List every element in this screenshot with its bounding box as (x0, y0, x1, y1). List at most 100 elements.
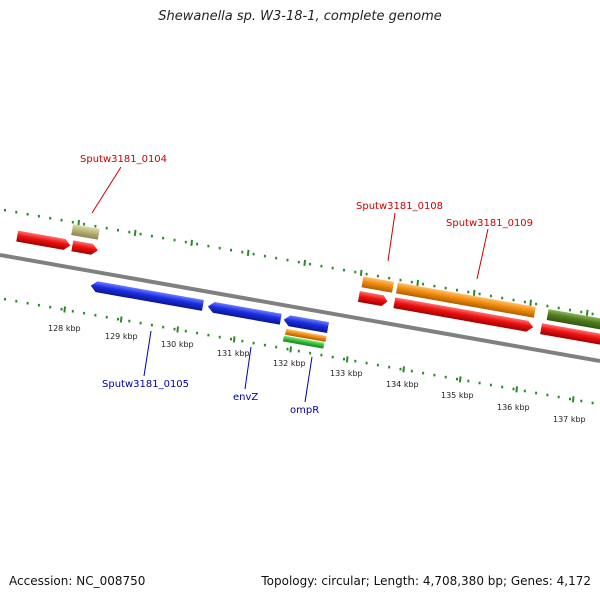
tick-label: 136 kbp (497, 403, 530, 412)
track-dot (26, 301, 29, 305)
track-dot (444, 375, 447, 379)
track-dot (286, 258, 289, 262)
track-dot (252, 252, 255, 256)
track-dot (422, 282, 425, 286)
label-ompr[interactable]: ompR (290, 405, 319, 416)
gene-sputw3181-0108-orange[interactable] (361, 276, 394, 293)
gene-labels: Sputw3181_0104 Sputw3181_0105 envZ ompR … (80, 154, 533, 416)
gene-forward-red-1[interactable] (16, 230, 71, 251)
track-dot (15, 210, 18, 214)
track-dot (331, 355, 334, 359)
track-dot (275, 256, 278, 260)
gene-forward-red-5[interactable] (540, 323, 600, 347)
gene-ompr-orange[interactable] (285, 328, 327, 342)
track-dot (512, 387, 515, 391)
track-dot (523, 389, 526, 393)
accession-text: Accession: NC_008750 (9, 574, 146, 588)
gene-forward-red-4[interactable] (393, 297, 534, 332)
track-major-tick (63, 306, 66, 313)
leader-line-sputw3181-0108 (387, 212, 396, 262)
track-dot (535, 302, 538, 306)
gene-sputw3181-0105-blue[interactable] (90, 280, 204, 311)
track-dot (376, 274, 379, 278)
track-dot (94, 313, 97, 317)
track-dot (4, 208, 6, 212)
track-dot (343, 357, 345, 361)
track-dot (218, 335, 221, 339)
track-dot (320, 264, 323, 268)
track-dot (83, 311, 86, 315)
track-dot (230, 337, 232, 341)
track-dot (489, 383, 492, 387)
track-dot (184, 240, 187, 244)
track-dot (388, 365, 391, 369)
gene-forward-olive[interactable] (546, 309, 600, 332)
track-dot (433, 284, 436, 288)
track-dot (230, 248, 232, 252)
track-dot (320, 353, 323, 357)
label-envz[interactable]: envZ (233, 392, 258, 403)
track-dot (218, 246, 221, 250)
track-dot (456, 377, 458, 381)
track-dot (388, 276, 391, 280)
track-dot (399, 278, 402, 282)
gene-forward-red-3[interactable] (357, 291, 388, 307)
track-dot (546, 393, 549, 397)
genome-title: Shewanella sp. W3-18-1, complete genome (158, 9, 442, 24)
track-dot (569, 397, 571, 401)
leader-line-envz (244, 346, 252, 390)
gene-sputw3181-0104-olive[interactable] (71, 224, 100, 240)
track-dot (207, 244, 210, 248)
track-major-tick (133, 229, 137, 236)
track-major-tick (571, 396, 575, 403)
track-dot (422, 371, 425, 375)
track-dot (117, 228, 119, 232)
track-dot (4, 297, 6, 301)
track-dot (162, 325, 165, 329)
track-dot (467, 290, 470, 294)
track-dot (94, 224, 97, 228)
track-dot (467, 379, 470, 383)
track-major-tick (458, 376, 462, 383)
track-dot (207, 333, 210, 337)
gene-sputw3181-0109-orange[interactable] (395, 282, 536, 318)
tick-label: 137 kbp (553, 415, 586, 424)
track-major-tick (402, 366, 405, 373)
track-major-tick (232, 336, 236, 343)
lower-dot-track (4, 297, 594, 405)
track-dot (399, 367, 402, 371)
gene-ompr-green[interactable] (282, 335, 325, 349)
track-dot (309, 262, 312, 266)
track-major-tick (359, 269, 363, 276)
track-dot (331, 266, 334, 270)
leader-line-sputw3181-0109 (476, 228, 489, 280)
track-dot (489, 294, 492, 298)
track-major-tick (77, 219, 80, 227)
gene-ompr-blue[interactable] (283, 314, 329, 333)
track-dot (297, 260, 300, 264)
leader-line-ompr (304, 356, 313, 403)
track-dot (241, 250, 244, 254)
track-dot (117, 317, 119, 321)
track-major-tick (345, 356, 349, 363)
label-sputw3181-0105[interactable]: Sputw3181_0105 (102, 379, 189, 390)
tick-label: 135 kbp (441, 391, 474, 400)
label-sputw3181-0109[interactable]: Sputw3181_0109 (446, 218, 533, 229)
tick-label: 134 kbp (386, 380, 419, 389)
track-dot (354, 359, 357, 363)
gene-forward-red-2[interactable] (71, 240, 99, 255)
track-major-tick (119, 316, 123, 323)
track-dot (252, 341, 255, 345)
scale-ticks: 128 kbp 129 kbp 130 kbp 131 kbp 132 kbp … (48, 324, 586, 424)
leader-line-sputw3181-0104 (91, 166, 122, 214)
label-sputw3181-0104[interactable]: Sputw3181_0104 (80, 154, 167, 165)
label-sputw3181-0108[interactable]: Sputw3181_0108 (356, 201, 443, 212)
track-dot (433, 373, 436, 377)
gene-envz-blue[interactable] (207, 301, 282, 325)
track-dot (196, 242, 199, 246)
track-dot (139, 232, 142, 236)
track-dot (410, 280, 413, 284)
tick-label: 131 kbp (217, 349, 250, 358)
track-dot (569, 308, 571, 312)
